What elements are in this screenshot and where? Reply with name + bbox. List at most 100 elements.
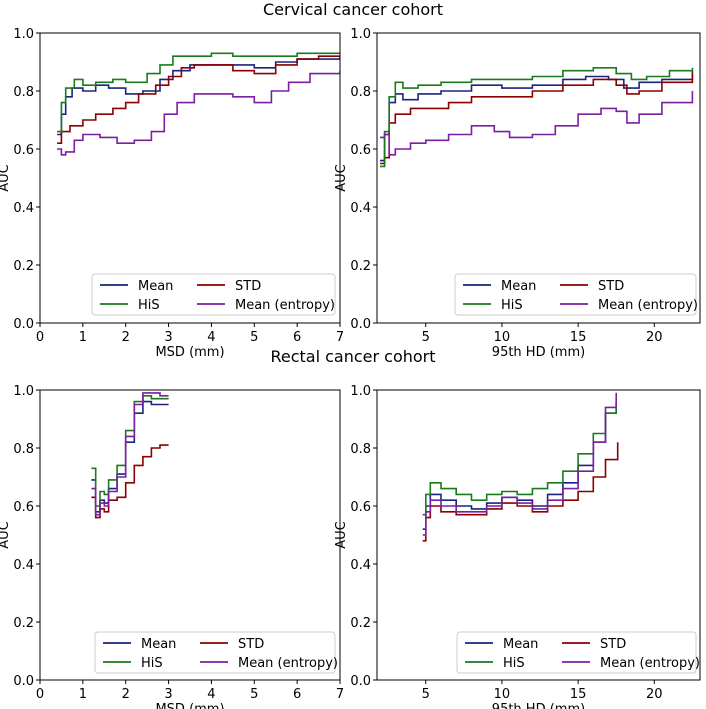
cervical-msd-xtick-label: 3 [164,330,172,345]
cervical-hd-ylabel: AUC [334,164,349,192]
rectal-msd-series-mean-entropy [91,392,169,516]
cervical-msd-legend-label: HiS [138,298,160,313]
cervical-msd-xtick-label: 1 [79,330,87,345]
cervical-msd-xtick-label: 5 [250,330,258,345]
cervical-hd-xtick-label: 5 [422,330,430,345]
cervical-msd-axes-frame [39,32,341,324]
cervical-msd-xtick-label: 7 [336,330,344,345]
rectal-msd-series-std [91,444,169,519]
rectal-msd-ytick-label: 0.0 [13,674,34,689]
rectal-msd-xtick-label: 6 [293,687,301,702]
rectal-hd-ytick-label: 0.8 [350,442,371,457]
cervical-hd-xtick-label: 20 [646,330,663,345]
rectal-hd-xtick-label: 20 [646,687,663,702]
rectal-msd-ytick-label: 0.8 [13,442,34,457]
cervical-msd-xtick-label: 4 [207,330,215,345]
cervical-hd-legend-label: STD [598,279,624,294]
cervical-msd-ytick-label: 0.2 [13,259,34,274]
cervical-hd-xtick-label: 10 [494,330,511,345]
rectal-msd-chart: 0.0 0.2 0.4 0.6 0.8 1.0 0 1 2 3 4 5 6 7 MSD (mm) AUC Mea… [0,384,344,709]
cervical-hd-series-mean-entropy [380,91,694,156]
cervical-msd-ytick-label: 0.8 [13,85,34,100]
cervical-hd-ytick-label: 1.0 [350,27,371,42]
rectal-msd-legend-label: STD [238,637,264,652]
rectal-msd-xtick-label: 2 [122,687,130,702]
cervical-hd-legend-label: HiS [501,298,523,313]
cervical-hd-chart: 0.0 0.2 0.4 0.6 0.8 1.0 5 10 15 20 95th HD (mm) AUC… [334,27,701,360]
rectal-hd-legend-label: Mean [503,637,538,652]
rectal-hd-legend: Mean STD HiS Mean (entropy) [456,631,700,674]
rectal-hd-ytick-label: 0.6 [350,500,371,515]
rectal-hd-axes-frame [376,389,701,681]
cervical-msd-legend-label: Mean [138,279,173,294]
rectal-msd-legend: Mean STD HiS Mean (entropy) [94,631,338,674]
rectal-hd-xtick-label: 10 [494,687,511,702]
rectal-msd-legend-box [94,631,336,674]
cervical-msd-legend: Mean STD HiS Mean (entropy) [91,273,336,316]
rectal-msd-ytick-label: 0.4 [13,558,34,573]
cervical-msd-ytick-label: 1.0 [13,27,34,42]
rectal-hd-ytick-label: 0.4 [350,558,371,573]
rectal-msd-legend-label: Mean (entropy) [238,656,338,671]
cervical-msd-ytick-label: 0.6 [13,143,34,158]
rectal-hd-ylabel: AUC [334,521,349,549]
cervical-hd-ytick-label: 0.4 [350,201,371,216]
cervical-msd-ytick-label: 0.4 [13,201,34,216]
cervical-hd-legend-label: Mean (entropy) [598,298,698,313]
cervical-msd-legend-box [91,273,336,316]
rectal-msd-xtick-label: 4 [207,687,215,702]
rectal-hd-series-std [422,442,619,542]
cervical-msd-xtick-label: 2 [122,330,130,345]
cervical-hd-xtick-label: 15 [570,330,587,345]
rectal-msd-series-mean [91,400,169,513]
cervical-cohort-title: Cervical cancer cohort [262,0,444,19]
cervical-msd-series-his [57,52,340,133]
rectal-hd-ytick-label: 0.2 [350,616,371,631]
rectal-msd-xtick-label: 0 [36,687,44,702]
rectal-msd-xtick-label: 3 [164,687,172,702]
cervical-hd-xlabel: 95th HD (mm) [492,345,585,360]
cervical-hd-legend: Mean STD HiS Mean (entropy) [454,273,698,316]
rectal-msd-axes-frame [39,389,341,681]
cervical-hd-ytick-label: 0.6 [350,143,371,158]
rectal-msd-legend-label: HiS [141,656,163,671]
rectal-hd-legend-label: Mean (entropy) [600,656,700,671]
cervical-hd-series-mean [380,70,694,162]
rectal-msd-ytick-label: 1.0 [13,384,34,399]
rectal-msd-legend-label: Mean [141,637,176,652]
rectal-hd-ytick-label: 0.0 [350,674,371,689]
cervical-msd-xtick-label: 6 [293,330,301,345]
cervical-hd-ytick-label: 0.8 [350,85,371,100]
rectal-hd-xtick-label: 5 [422,687,430,702]
rectal-hd-ytick-label: 1.0 [350,384,371,399]
cervical-msd-series-mean-entropy [57,70,340,156]
rectal-hd-chart: 0.0 0.2 0.4 0.6 0.8 1.0 5 10 15 20 95th HD (mm) AUC… [334,384,701,709]
rectal-msd-series-his [91,395,169,507]
cervical-msd-ylabel: AUC [0,164,12,192]
rectal-cohort-title: Rectal cancer cohort [270,347,436,366]
cervical-msd-series-mean [57,56,340,136]
cervical-msd-ytick-label: 0.0 [13,317,34,332]
rectal-hd-series-mean [422,401,617,530]
cervical-msd-legend-label: STD [235,279,261,294]
rectal-msd-ytick-label: 0.6 [13,500,34,515]
rectal-msd-ylabel: AUC [0,521,12,549]
rectal-msd-ytick-label: 0.2 [13,616,34,631]
cervical-msd-series-std [57,55,340,144]
rectal-hd-series-his [422,404,617,516]
cervical-msd-xtick-label: 0 [36,330,44,345]
cervical-hd-ytick-label: 0.2 [350,259,371,274]
cervical-msd-xlabel: MSD (mm) [155,345,224,360]
cervical-msd-chart: 0.0 0.2 0.4 0.6 0.8 1.0 0 1 2 3 4 5 6 7 MSD (mm) AUC Mea… [0,27,344,360]
cervical-hd-series-std [380,73,694,165]
rectal-msd-xtick-label: 7 [336,687,344,702]
rectal-msd-xlabel: MSD (mm) [155,702,224,709]
rectal-hd-legend-box [456,631,697,674]
cervical-hd-legend-box [454,273,697,316]
rectal-hd-legend-label: HiS [503,656,525,671]
rectal-msd-xtick-label: 5 [250,687,258,702]
rectal-msd-xtick-label: 1 [79,687,87,702]
rectal-hd-xlabel: 95th HD (mm) [492,702,585,709]
cervical-hd-legend-label: Mean [501,279,536,294]
